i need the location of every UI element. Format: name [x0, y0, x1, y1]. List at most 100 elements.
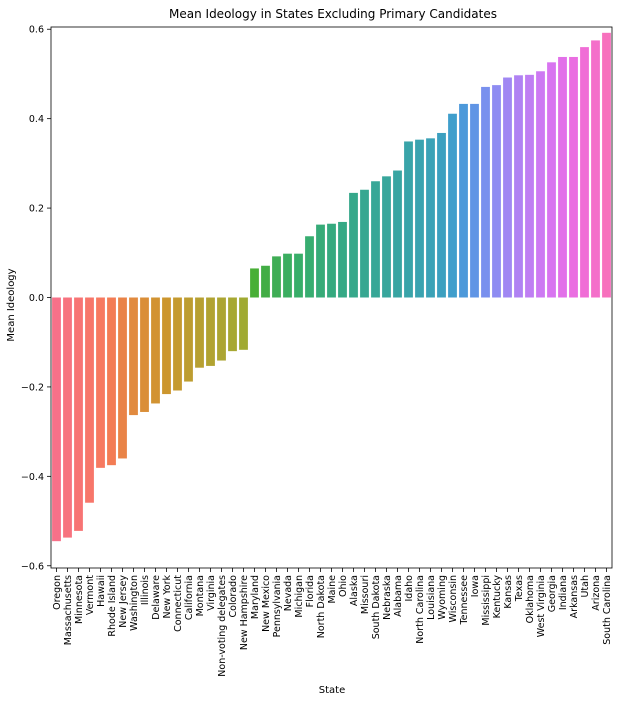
bar	[536, 71, 545, 298]
bar	[393, 170, 402, 298]
x-tick-label: Michigan	[294, 575, 305, 618]
x-tick-label: Wyoming	[437, 575, 448, 620]
x-tick-label: Kentucky	[492, 575, 503, 619]
x-tick-label: Ohio	[338, 575, 349, 597]
bar	[525, 74, 534, 298]
x-tick-label: Nebraska	[382, 575, 393, 620]
x-tick-label: Pennsylvania	[272, 575, 283, 637]
bar	[228, 297, 237, 352]
x-tick-label: Montana	[195, 575, 206, 616]
x-tick-label: South Dakota	[371, 575, 382, 639]
bar	[272, 256, 281, 298]
bar	[448, 113, 457, 298]
bar	[338, 221, 347, 298]
bar	[294, 253, 303, 298]
y-tick-label: 0.2	[29, 204, 44, 215]
bar	[349, 192, 358, 298]
x-tick-label: Hawaii	[96, 575, 107, 607]
bar	[404, 141, 413, 298]
plot-area: 0.6 0.4 0.2 0.0 −0.2 −0.4 −0.6 Oregon Massachuse…	[21, 25, 613, 677]
bar	[459, 103, 468, 298]
y-axis-label: Mean Ideology	[6, 268, 17, 341]
bar	[184, 297, 193, 382]
x-tick-label: Virginia	[206, 575, 217, 611]
bar	[217, 297, 226, 361]
x-tick-label: Indiana	[558, 575, 569, 610]
x-tick-label: Nevada	[283, 575, 294, 611]
x-tick-label: Georgia	[547, 575, 558, 612]
bar	[162, 297, 171, 395]
x-tick-label: North Carolina	[415, 575, 426, 644]
bar	[558, 56, 567, 298]
x-tick-label: Tennessee	[459, 575, 470, 626]
x-tick-label: New York	[162, 575, 173, 619]
bar	[140, 297, 149, 412]
bar	[360, 189, 369, 298]
y-tick-label: 0.6	[29, 25, 44, 36]
bar	[327, 223, 336, 298]
bar	[437, 132, 446, 298]
x-tick-label: Kansas	[503, 575, 514, 609]
x-tick-label: Illinois	[140, 575, 151, 605]
bar	[382, 176, 391, 298]
x-tick-label: Maine	[327, 575, 338, 604]
x-tick-label: Oregon	[52, 575, 63, 610]
x-tick-label: Maryland	[250, 575, 261, 619]
bar	[96, 297, 105, 468]
bar	[151, 297, 160, 404]
x-axis-label: State	[319, 685, 345, 696]
bar	[481, 86, 490, 298]
x-tick-label: Louisiana	[426, 575, 437, 620]
x-tick-label: New Hampshire	[239, 575, 250, 650]
x-tick-label: California	[184, 575, 195, 620]
chart-title: Mean Ideology in States Excluding Primar…	[169, 7, 497, 21]
x-tick-label: Utah	[580, 575, 591, 598]
bar	[305, 236, 314, 298]
x-tick-label: Texas	[514, 575, 525, 602]
x-tick-label: Minnesota	[74, 575, 85, 624]
bar	[470, 103, 479, 298]
x-tick-label: South Carolina	[602, 575, 613, 645]
x-tick-label: Arkansas	[569, 575, 580, 618]
x-tick-label: Colorado	[228, 575, 239, 618]
x-tick-label: Delaware	[151, 575, 162, 620]
bar	[173, 297, 182, 391]
x-tick-label: Rhode Island	[107, 575, 118, 637]
y-tick-label: 0.4	[29, 114, 44, 125]
bar	[52, 297, 61, 542]
bar	[283, 253, 292, 298]
x-tick-label: North Dakota	[316, 575, 327, 638]
x-tick-label: Alabama	[393, 575, 404, 617]
x-tick-label: Oklahoma	[525, 575, 536, 623]
bar	[316, 224, 325, 298]
bar	[415, 139, 424, 298]
x-tick-label: Florida	[305, 575, 316, 607]
bar	[591, 40, 600, 298]
x-tick-label: Wisconsin	[448, 575, 459, 622]
x-tick-label: Connecticut	[173, 575, 184, 632]
y-tick-label: −0.2	[21, 382, 44, 393]
bar	[239, 297, 248, 350]
bar	[195, 297, 204, 368]
bar	[426, 138, 435, 298]
x-tick-label: New Jersey	[118, 575, 129, 628]
x-tick-label: Massachusetts	[63, 575, 74, 645]
bar	[514, 75, 523, 298]
bar	[118, 297, 127, 459]
x-tick-label: Iowa	[470, 575, 481, 597]
x-tick-label: Alaska	[349, 575, 360, 606]
y-tick-label: −0.4	[21, 472, 44, 483]
bar	[85, 297, 94, 503]
bar	[580, 47, 589, 298]
y-tick-label: −0.6	[21, 561, 44, 572]
bar	[547, 62, 556, 298]
x-tick-label: Vermont	[85, 575, 96, 615]
x-tick-label: Non-voting delegates	[217, 575, 228, 677]
x-tick-label: Mississippi	[481, 575, 492, 626]
bar	[250, 268, 259, 298]
bar	[503, 77, 512, 298]
x-tick-label: Washington	[129, 575, 140, 631]
bar	[492, 85, 501, 298]
bar	[206, 297, 215, 366]
